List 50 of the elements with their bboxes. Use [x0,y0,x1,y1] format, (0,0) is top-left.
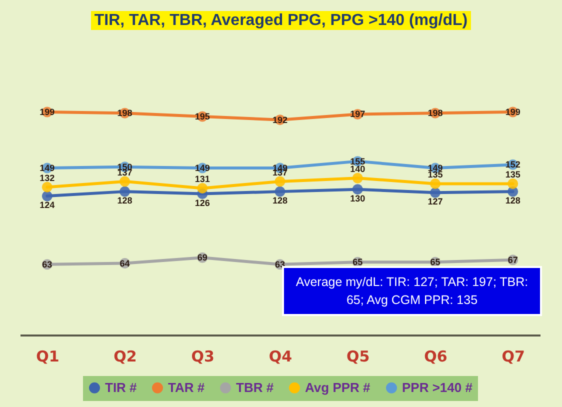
point [352,184,363,195]
data-label: 124 [40,200,55,210]
point [42,182,52,192]
x-tick-label: Q2 [114,348,137,366]
legend-label: TIR # [105,380,138,395]
x-tick-label: Q1 [36,348,60,366]
data-label: 155 [350,156,366,166]
data-label: 198 [117,108,132,118]
x-tick-label: Q5 [346,348,370,366]
point [274,186,286,197]
point [508,178,518,189]
legend-label: PPR >140 # [402,380,474,395]
data-label: 65 [430,257,440,268]
data-label: 140 [350,164,366,174]
data-label: 128 [117,196,132,206]
data-label: 149 [194,163,210,174]
legend-label: TBR # [236,380,274,395]
data-label: 126 [194,198,210,208]
data-label: 127 [428,196,443,207]
data-label: 128 [505,196,520,206]
point [352,172,363,184]
point [430,178,440,189]
x-tick-label: Q7 [502,348,525,366]
data-label: 197 [350,109,366,120]
point [42,190,52,202]
data-label: 130 [350,193,366,204]
data-label: 67 [508,254,518,265]
point [120,186,130,197]
x-tick-label: Q4 [268,348,292,366]
data-label: 65 [352,257,363,268]
point [430,187,440,198]
data-label: 135 [505,170,520,180]
point [120,176,130,187]
legend-label: TAR # [168,380,206,395]
data-label: 198 [428,108,443,118]
text: Average my/dL: TIR: 127; TAR: 197; TBR: 65; Avg CGM PPR: 135 [296,275,528,307]
data-label: 63 [42,259,52,270]
data-label: 195 [194,111,210,122]
chart-title: TIR, TAR, TBR, Averaged PPG, PPG >140 (mg/dL) [91,11,471,30]
point [274,176,286,187]
data-label: 132 [40,173,55,184]
x-tick-label: Q6 [424,348,448,366]
data-label: 69 [197,252,208,263]
data-label: 64 [120,258,130,268]
data-label: 192 [272,114,288,125]
x-tick-label: Q3 [191,348,214,366]
data-label: 128 [272,196,288,206]
legend-label: Avg PPR # [305,380,372,395]
data-label: 131 [194,174,210,184]
point [197,182,208,194]
